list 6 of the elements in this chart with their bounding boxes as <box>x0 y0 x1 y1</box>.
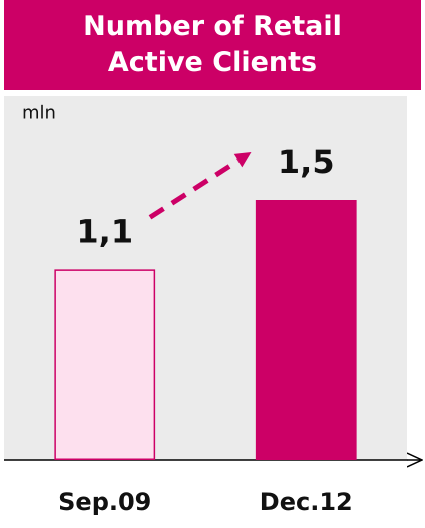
chart-title: Number of Retail Active Clients <box>82 10 343 80</box>
x-tick-label: Dec.12 <box>260 488 353 516</box>
data-label: 1,1 <box>76 212 134 250</box>
x-tick-label: Sep.09 <box>58 488 152 516</box>
data-label: 1,5 <box>278 143 335 181</box>
y-axis-title: mln <box>22 102 56 124</box>
